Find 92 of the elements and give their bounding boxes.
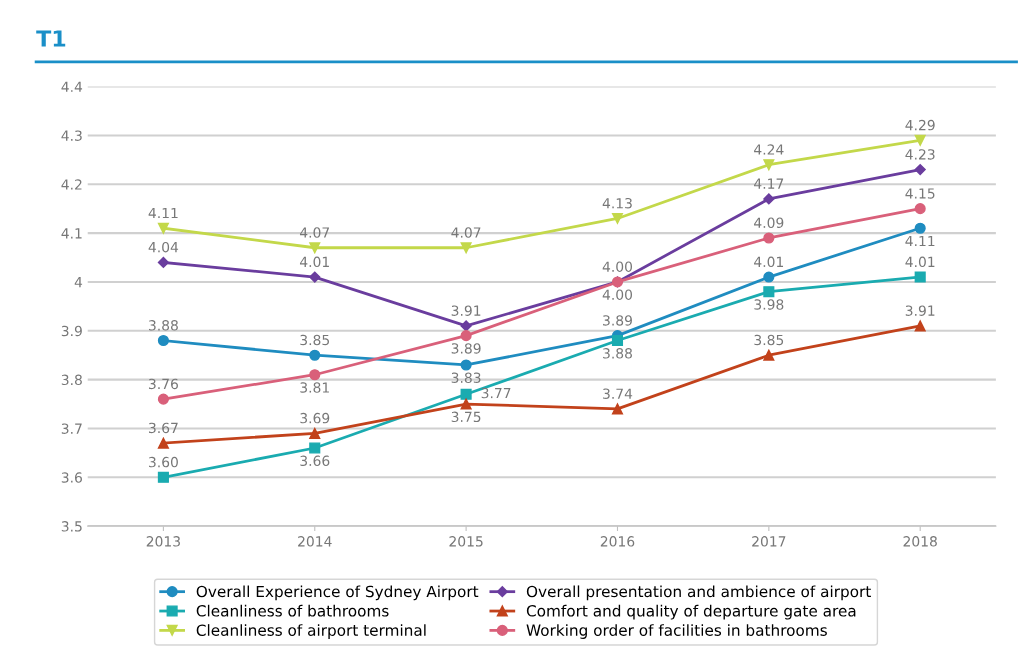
point xyxy=(157,222,169,234)
point xyxy=(914,203,926,215)
data-label: 4.00 xyxy=(602,289,633,300)
point xyxy=(309,427,321,439)
point xyxy=(309,442,321,454)
data-label: 3.98 xyxy=(754,299,784,310)
point xyxy=(914,222,926,234)
data-label: 3.91 xyxy=(451,305,481,316)
point xyxy=(460,398,472,410)
data-label: 4.01 xyxy=(905,256,935,268)
data-label: 3.85 xyxy=(300,334,330,346)
point xyxy=(460,359,472,371)
data-label: 3.89 xyxy=(451,343,481,354)
data-label: 4.15 xyxy=(905,188,935,199)
point xyxy=(611,403,624,415)
point xyxy=(763,159,775,171)
legend-label: Comfort and quality of departure gate area xyxy=(526,604,856,620)
y-tick-label: 4.2 xyxy=(61,179,82,190)
y-tick-label: 3.9 xyxy=(61,325,82,337)
y-tick-label: 3.8 xyxy=(61,374,82,386)
data-label: 4.07 xyxy=(451,227,481,238)
y-tick-label: 4.3 xyxy=(61,130,82,141)
legend-label: Cleanliness of bathrooms xyxy=(196,604,389,617)
chart-title: T1 xyxy=(36,30,66,47)
legend-label: Cleanliness of airport terminal xyxy=(196,624,426,639)
point xyxy=(157,471,169,483)
point xyxy=(914,320,926,332)
legend-label: Working order of facilities in bathrooms xyxy=(526,624,827,639)
x-tick-label: 2016 xyxy=(600,536,635,547)
point xyxy=(157,437,169,449)
data-label: 4.09 xyxy=(754,217,784,229)
y-tick-label: 4 xyxy=(74,277,83,288)
point xyxy=(460,320,472,332)
data-label: 3.74 xyxy=(603,388,633,399)
x-tick-label: 2015 xyxy=(449,536,483,547)
point xyxy=(914,134,926,146)
point xyxy=(309,349,321,361)
data-label: 4.17 xyxy=(754,178,784,189)
y-tick-label: 4.4 xyxy=(61,81,83,92)
data-label: 3.85 xyxy=(754,334,784,346)
data-label: 4.01 xyxy=(754,256,784,268)
data-label: 4.13 xyxy=(602,197,632,209)
point xyxy=(914,164,926,176)
data-label: 4.24 xyxy=(754,144,784,155)
y-tick-label: 3.7 xyxy=(61,423,82,434)
y-tick-label: 4.1 xyxy=(61,228,82,239)
point xyxy=(763,349,775,361)
x-tick-label: 2018 xyxy=(903,536,937,547)
data-label: 3.89 xyxy=(603,315,632,326)
point xyxy=(460,330,472,342)
point xyxy=(611,334,624,347)
data-label: 4.01 xyxy=(299,256,329,268)
point xyxy=(763,271,775,283)
data-label: 4.00 xyxy=(602,261,633,272)
x-tick-label: 2014 xyxy=(298,536,332,547)
point xyxy=(460,242,472,254)
point xyxy=(460,388,472,400)
data-label: 3.76 xyxy=(149,378,178,390)
data-label: 3.83 xyxy=(451,372,481,383)
x-tick-label: 2017 xyxy=(752,536,786,547)
data-label: 4.29 xyxy=(905,119,935,131)
data-label: 3.81 xyxy=(300,382,329,393)
point xyxy=(914,271,926,283)
data-label: 3.91 xyxy=(905,305,935,316)
data-label: 3.66 xyxy=(300,455,330,467)
point xyxy=(157,334,169,347)
point xyxy=(309,271,321,283)
legend-label: Overall presentation and ambience of airport xyxy=(526,585,871,601)
point xyxy=(157,256,170,269)
point xyxy=(763,286,775,298)
data-label: 4.07 xyxy=(299,227,330,238)
data-label: 3.88 xyxy=(149,320,178,331)
y-tick-label: 3.5 xyxy=(61,521,82,532)
point xyxy=(763,232,775,244)
data-label: 3.75 xyxy=(451,411,481,423)
data-label: 3.60 xyxy=(149,456,178,468)
y-tick-label: 3.6 xyxy=(61,472,82,483)
point xyxy=(611,212,624,225)
data-label: 3.88 xyxy=(603,348,632,359)
legend-label: Overall Experience of Sydney Airport xyxy=(196,585,479,601)
data-label: 4.23 xyxy=(905,149,935,160)
point xyxy=(763,193,775,205)
x-tick-label: 2013 xyxy=(146,536,180,547)
data-label: 3.67 xyxy=(149,422,178,434)
data-label: 4.11 xyxy=(905,235,935,247)
point xyxy=(309,242,321,254)
data-label: 3.77 xyxy=(481,387,511,399)
data-label: 3.69 xyxy=(300,412,330,424)
point xyxy=(157,393,169,405)
data-label: 4.04 xyxy=(148,241,179,253)
data-label: 4.11 xyxy=(148,207,178,219)
point xyxy=(309,369,321,381)
